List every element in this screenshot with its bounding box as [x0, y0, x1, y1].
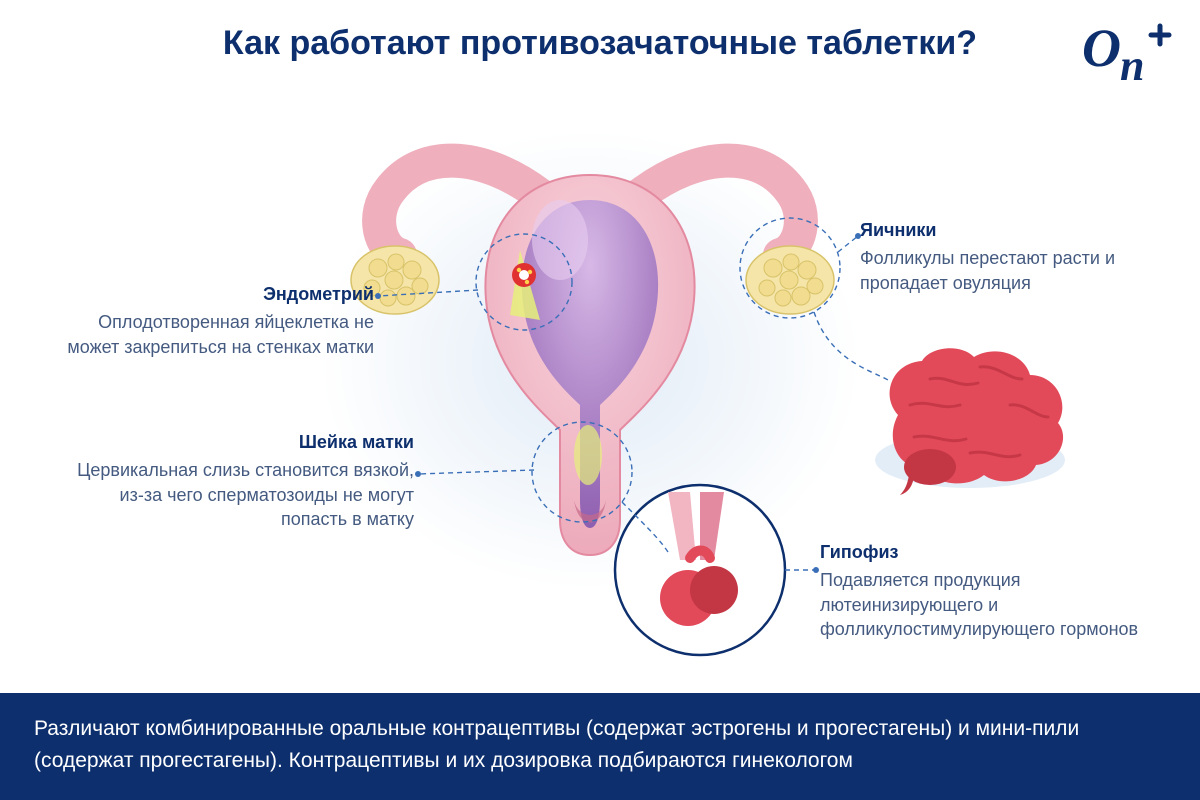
- label-cervix-title: Шейка матки: [64, 430, 414, 454]
- label-pituitary-desc: Подавляется продукция лютеинизирующего и…: [820, 568, 1180, 641]
- footer-note: Различают комбинированные оральные контр…: [0, 693, 1200, 800]
- label-cervix-desc: Цервикальная слизь становится вязкой, из…: [64, 458, 414, 531]
- ovary-right: [746, 246, 834, 314]
- label-ovary-title: Яичники: [860, 218, 1180, 242]
- label-ovary-desc: Фолликулы перестают расти и пропадает ов…: [860, 246, 1180, 295]
- label-cervix: Шейка матки Цервикальная слизь становитс…: [64, 430, 414, 531]
- label-pituitary-title: Гипофиз: [820, 540, 1180, 564]
- label-endometrium-title: Эндометрий: [64, 282, 374, 306]
- label-endometrium-desc: Оплодотворенная яйцеклетка не может закр…: [64, 310, 374, 359]
- diagram-canvas: [0, 0, 1200, 800]
- label-pituitary: Гипофиз Подавляется продукция лютеинизир…: [820, 540, 1180, 641]
- label-endometrium: Эндометрий Оплодотворенная яйцеклетка не…: [64, 282, 374, 359]
- label-ovary: Яичники Фолликулы перестают расти и проп…: [860, 218, 1180, 295]
- brain-icon: [875, 348, 1065, 495]
- pituitary-inset: [615, 485, 785, 655]
